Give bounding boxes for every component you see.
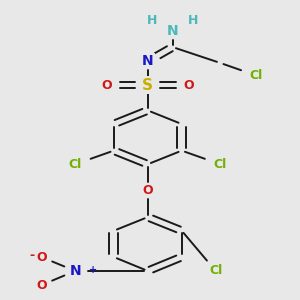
Text: O: O	[142, 184, 153, 197]
Text: N: N	[69, 264, 81, 278]
Text: -: -	[30, 249, 35, 262]
Text: H: H	[188, 14, 198, 27]
Text: Cl: Cl	[69, 158, 82, 171]
Text: O: O	[102, 79, 112, 92]
Text: N: N	[167, 24, 178, 38]
Text: O: O	[183, 79, 194, 92]
Text: Cl: Cl	[214, 158, 227, 171]
Text: O: O	[36, 250, 46, 263]
Text: H: H	[147, 14, 158, 27]
Text: O: O	[36, 279, 46, 292]
Text: Cl: Cl	[209, 264, 222, 278]
Text: S: S	[142, 78, 153, 93]
Text: N: N	[142, 54, 154, 68]
Text: +: +	[89, 265, 98, 275]
Text: Cl: Cl	[250, 69, 263, 82]
